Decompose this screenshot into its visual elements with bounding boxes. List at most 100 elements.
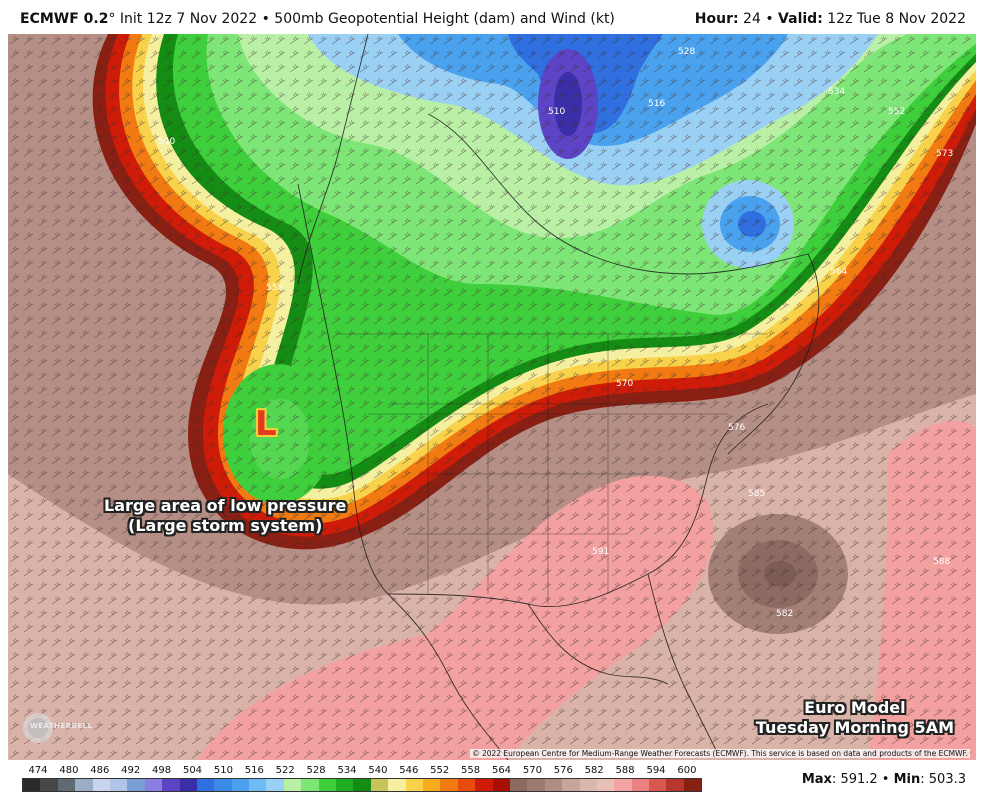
colorbar-swatch (249, 779, 267, 791)
colorbar-swatch (109, 779, 128, 791)
low-annotation-line1: Large area of low pressure (104, 496, 347, 515)
colorbar-swatch (440, 779, 458, 791)
colorbar-label: 576 (553, 765, 573, 776)
header-bar: ECMWF 0.2° Init 12z 7 Nov 2022 • 500mb G… (0, 0, 984, 34)
low-pressure-annotation: Large area of low pressure (Large storm … (104, 496, 346, 536)
height-field: 510 516 528 534 540 552 558 564 570 573 … (8, 34, 976, 760)
contour-label: 591 (592, 547, 609, 557)
contour-label: 585 (748, 489, 765, 499)
colorbar-label: 594 (646, 765, 666, 776)
colorbar-label: 552 (430, 765, 450, 776)
hour-label: Hour (694, 11, 733, 27)
colorbar-label: 600 (677, 765, 697, 776)
contour-label: 534 (828, 87, 845, 97)
colorbar-swatch (457, 779, 476, 791)
colorbar-swatch (318, 779, 337, 791)
colorbar-swatch (283, 779, 302, 791)
colorbar-label: 522 (275, 765, 295, 776)
colorbar-label: 486 (90, 765, 110, 776)
colorbar-label: 570 (522, 765, 542, 776)
colorbar-swatch (370, 779, 389, 791)
colorbar-swatch (40, 779, 58, 791)
hour-value: 24 (743, 11, 761, 27)
colorbar-label: 540 (368, 765, 388, 776)
field-stats: Max: 591.2 • Min: 503.3 (801, 772, 966, 787)
colorbar-swatch (614, 779, 632, 791)
colorbar (22, 778, 702, 792)
contour-label: 564 (830, 267, 847, 277)
colorbar-swatch (353, 779, 371, 791)
weather-map[interactable]: 510 516 528 534 540 552 558 564 570 573 … (8, 34, 976, 760)
colorbar-swatch (631, 779, 650, 791)
forecast-time: Hour: 24 • Valid: 12z Tue 8 Nov 2022 (694, 11, 966, 27)
colorbar-label: 564 (491, 765, 512, 776)
colorbar-label: 558 (461, 765, 481, 776)
colorbar-swatch (492, 779, 510, 791)
colorbar-swatch (405, 779, 423, 791)
colorbar-swatch (596, 779, 615, 791)
colorbar-swatch (579, 779, 597, 791)
colorbar-label: 528 (306, 765, 326, 776)
model-annotation: Euro Model Tuesday Morning 5AM (756, 698, 954, 738)
logo-globe-icon (23, 713, 53, 743)
colorbar-swatch (23, 779, 41, 791)
colorbar-swatch (509, 779, 528, 791)
colorbar-swatch (57, 779, 76, 791)
contour-label: 540 (158, 137, 175, 147)
colorbar-swatch (544, 779, 563, 791)
colorbar-label: 510 (213, 765, 233, 776)
colorbar-swatch (562, 779, 580, 791)
contour-label: 558 (266, 283, 283, 293)
max-label: Max (801, 772, 832, 787)
colorbar-swatch (422, 779, 441, 791)
contour-label: 552 (888, 107, 905, 117)
title-separator: • (261, 11, 270, 27)
colorbar-swatch (683, 779, 702, 791)
colorbar-swatch (179, 779, 197, 791)
low-annotation-line2: (Large storm system) (128, 516, 323, 535)
colorbar-legend: 474 480 486 492 498 504 510 516 522 528 534 540 546 5… (0, 760, 984, 808)
contour-label: 582 (776, 609, 793, 619)
colorbar-swatch (336, 779, 354, 791)
colorbar-swatch (301, 779, 319, 791)
contour-label: 573 (936, 149, 953, 159)
time-separator: • (765, 11, 774, 27)
valid-value: 12z Tue 8 Nov 2022 (827, 11, 966, 27)
colorbar-swatch (266, 779, 284, 791)
weatherbell-logo: WEATHERBELL (16, 710, 102, 746)
product-name: 500mb Geopotential Height (dam) and Wind… (274, 11, 615, 27)
colorbar-label: 498 (152, 765, 172, 776)
model-annotation-line2: Tuesday Morning 5AM (755, 718, 954, 737)
contour-label: 516 (648, 99, 665, 109)
colorbar-swatch (196, 779, 215, 791)
colorbar-label: 480 (59, 765, 79, 776)
colorbar-swatch (527, 779, 545, 791)
map-title: ECMWF 0.2° Init 12z 7 Nov 2022 • 500mb G… (20, 11, 615, 27)
colorbar-labels: 474 480 486 492 498 504 510 516 522 528 534 540 546 5… (22, 765, 702, 779)
wind-barbs (8, 34, 976, 760)
colorbar-swatch (92, 779, 110, 791)
colorbar-label: 474 (28, 765, 48, 776)
min-label: Min (893, 772, 921, 787)
colorbar-swatch (475, 779, 493, 791)
colorbar-swatch (649, 779, 667, 791)
contour-label: 576 (728, 423, 745, 433)
colorbar-label: 516 (244, 765, 264, 776)
colorbar-label: 582 (584, 765, 604, 776)
model-name: ECMWF 0.2 (20, 11, 109, 27)
colorbar-swatch (388, 779, 406, 791)
max-value: 591.2 (840, 772, 878, 787)
colorbar-label: 504 (182, 765, 203, 776)
contour-label: 528 (678, 47, 695, 57)
colorbar-label: 492 (121, 765, 141, 776)
copyright-notice: © 2022 European Centre for Medium-Range … (470, 749, 970, 758)
colorbar-swatch (231, 779, 250, 791)
init-time: Init 12z 7 Nov 2022 (119, 11, 258, 27)
low-pressure-symbol: L (255, 404, 277, 444)
contour-label: 570 (616, 379, 633, 389)
colorbar-label: 534 (337, 765, 357, 776)
model-annotation-line1: Euro Model (804, 698, 906, 717)
logo-text: WEATHERBELL (30, 722, 93, 730)
colorbar-swatch (214, 779, 232, 791)
min-value: 503.3 (928, 772, 966, 787)
